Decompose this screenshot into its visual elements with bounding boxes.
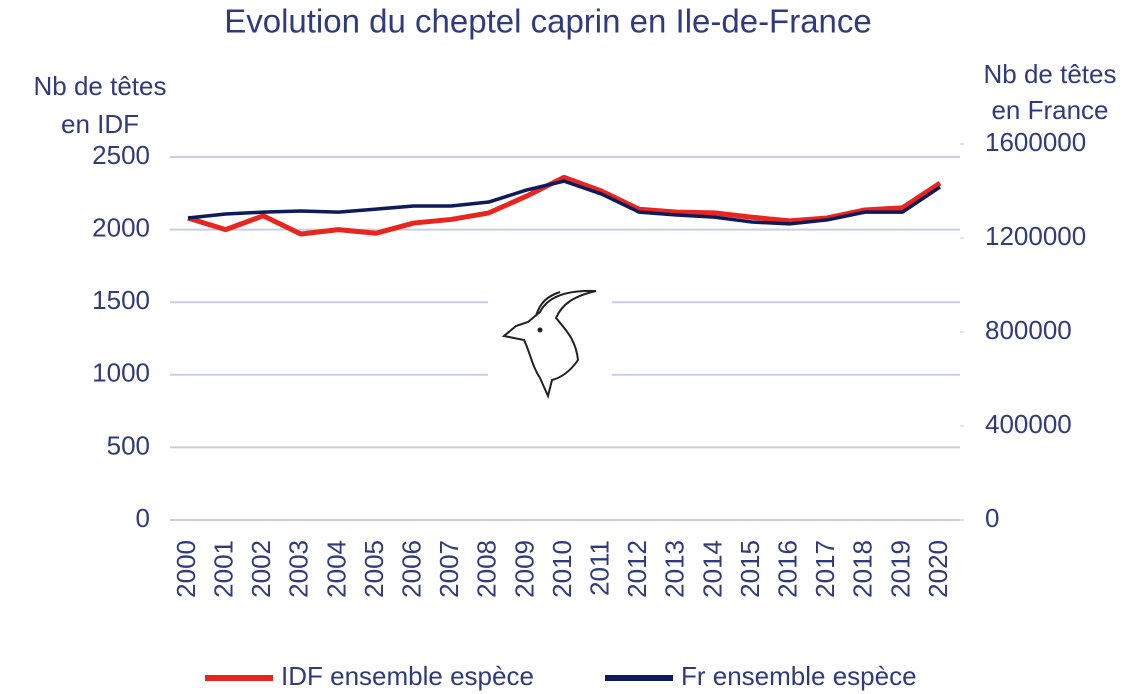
y-tick-label: 1500 [92,285,150,315]
x-tick-label: 2014 [697,540,727,598]
x-tick-label: 2017 [810,540,840,598]
x-tick-label: 2010 [547,540,577,598]
y-tick-label: 0 [136,503,150,533]
y2-tick-label: 1200000 [985,221,1086,251]
x-tick-label: 2016 [772,540,802,598]
x-tick-label: 2020 [923,540,953,598]
x-tick-label: 2003 [284,540,314,598]
line-series [187,174,942,237]
y-axis-title: en IDF [61,109,139,139]
x-tick-label: 2015 [735,540,765,598]
x-tick-label: 2007 [434,540,464,598]
y2-axis-title: Nb de têtes [984,59,1117,89]
x-tick-label: 2004 [321,540,351,598]
x-tick-label: 2013 [660,540,690,598]
x-tick-label: 2009 [509,540,539,598]
y-tick-label: 2500 [92,140,150,170]
y2-tick-label: 0 [985,503,999,533]
legend-label: Fr ensemble espèce [681,661,917,691]
y2-tick-label: 400000 [985,409,1072,439]
y2-tick-label: 1600000 [985,127,1086,157]
x-tick-label: 2008 [472,540,502,598]
x-tick-label: 2019 [885,540,915,598]
x-tick-label: 2006 [396,540,426,598]
y-tick-label: 1000 [92,358,150,388]
legend: IDF ensemble espèce Fr ensemble espèce [205,661,917,691]
x-tick-label: 2012 [622,540,652,598]
y2-tick-label: 800000 [985,315,1072,345]
y-tick-label: 2000 [92,212,150,242]
x-tick-label: 2018 [848,540,878,598]
line-series [187,179,941,226]
x-tick-label: 2000 [171,540,201,598]
x-tick-label: 2011 [584,540,614,596]
x-tick-label: 2001 [208,540,238,598]
legend-label: IDF ensemble espèce [281,661,534,691]
x-tick-label: 2005 [359,540,389,598]
plot [187,174,942,237]
y-axis-title: Nb de têtes [34,71,167,101]
x-tick-label: 2002 [246,540,276,598]
chart-title: Evolution du cheptel caprin en Ile-de-Fr… [224,3,872,40]
goat-icon [488,285,612,400]
y-tick-label: 500 [107,430,150,460]
grid: 0 500 1000 1500 2000 2500 0 400000 800000 1200000… [92,127,1086,598]
y2-axis-title: en France [991,95,1108,125]
